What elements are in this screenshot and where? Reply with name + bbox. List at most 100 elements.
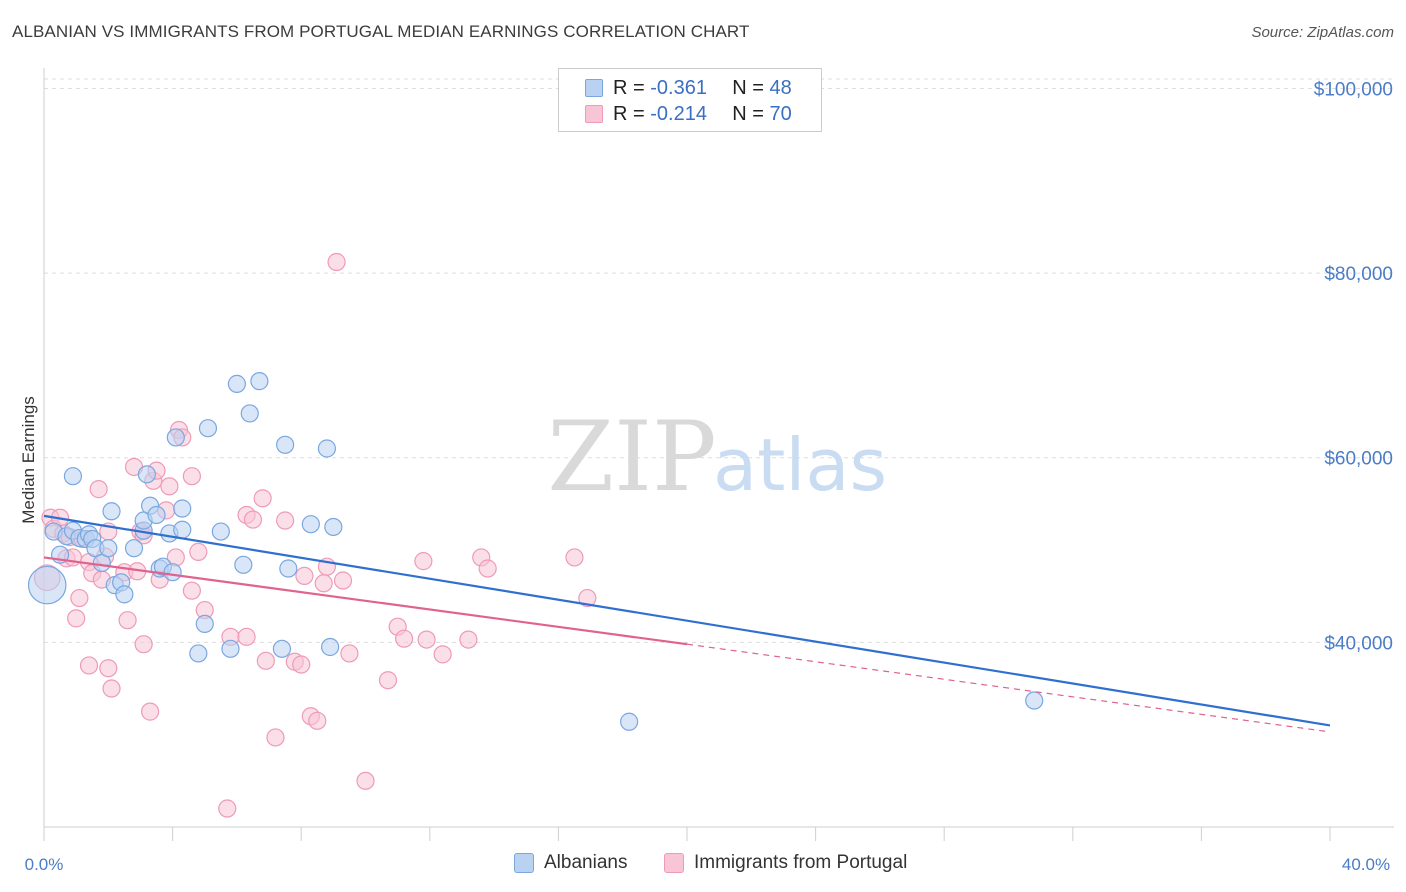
albanians-point bbox=[115, 585, 134, 604]
albanians-point bbox=[99, 539, 118, 558]
legend-n-label: N = bbox=[732, 76, 770, 99]
albanians-point bbox=[250, 372, 269, 391]
albanians-point bbox=[27, 565, 67, 605]
albanians-point bbox=[620, 712, 639, 731]
tick-labels: $40,000 $60,000 $80,000 $100,000 0.0% 40.0% bbox=[25, 79, 1393, 874]
y-axis-label: Median Earnings bbox=[19, 396, 38, 524]
y-tick-label: $80,000 bbox=[1324, 264, 1393, 285]
chart-title: ALBANIAN VS IMMIGRANTS FROM PORTUGAL MED… bbox=[12, 22, 750, 41]
portugal-point bbox=[102, 679, 121, 698]
portugal-point bbox=[276, 511, 295, 530]
portugal-point bbox=[266, 728, 285, 747]
portugal-trend-line bbox=[43, 556, 688, 646]
portugal-trend-extension bbox=[686, 643, 1331, 733]
legend-n-value-albanians: 48 bbox=[769, 76, 792, 99]
portugal-point bbox=[243, 510, 263, 529]
portugal-point bbox=[414, 552, 433, 571]
albanians-point bbox=[102, 502, 121, 521]
portugal-point bbox=[99, 659, 118, 678]
portugal-point bbox=[333, 571, 353, 590]
portugal-point bbox=[79, 656, 99, 675]
portugal-point bbox=[478, 559, 497, 578]
y-tick-label: $100,000 bbox=[1314, 79, 1393, 100]
legend-r-label: R = bbox=[613, 102, 651, 125]
portugal-point bbox=[89, 480, 108, 499]
portugal-point bbox=[70, 588, 89, 608]
portugal-point bbox=[327, 252, 346, 272]
albanians-point bbox=[276, 435, 295, 454]
portugal-point bbox=[433, 645, 452, 664]
albanians-point bbox=[173, 520, 192, 539]
portugal-point bbox=[356, 771, 375, 790]
portugal-point bbox=[394, 629, 414, 648]
portugal-point bbox=[417, 630, 436, 649]
trend-lines bbox=[43, 514, 1331, 733]
portugal-point bbox=[160, 477, 179, 496]
albanians-point bbox=[124, 539, 144, 558]
portugal-point bbox=[308, 711, 327, 730]
series-legend-albanians[interactable]: Albanians bbox=[514, 852, 627, 874]
albanians-point bbox=[195, 614, 214, 634]
portugal-point bbox=[67, 609, 86, 628]
portugal-label: Immigrants from Portugal bbox=[694, 852, 908, 873]
portugal-point bbox=[295, 566, 314, 585]
y-tick-label: $60,000 bbox=[1324, 449, 1393, 470]
albanians-point bbox=[324, 517, 343, 537]
albanians-point bbox=[240, 404, 259, 423]
legend-swatch-portugal bbox=[585, 105, 603, 123]
albanians-point bbox=[272, 639, 292, 658]
watermark-atlas: atlas bbox=[713, 423, 887, 507]
legend-swatch-albanians bbox=[585, 79, 603, 97]
albanians-point bbox=[63, 467, 83, 486]
albanians-point bbox=[189, 644, 208, 663]
axes bbox=[43, 68, 1394, 841]
legend-n-label: N = bbox=[732, 102, 770, 125]
portugal-point bbox=[340, 644, 359, 663]
portugal-point bbox=[578, 588, 597, 608]
y-tick-label: $40,000 bbox=[1324, 633, 1393, 654]
legend-row-albanians: R = -0.361 N = 48 bbox=[585, 76, 792, 100]
data-points bbox=[27, 252, 1044, 818]
x-tick-label-min: 0.0% bbox=[25, 855, 64, 874]
albanians-point bbox=[166, 428, 185, 447]
albanians-trend-line bbox=[43, 514, 1331, 727]
portugal-point bbox=[118, 611, 137, 630]
albanians-point bbox=[227, 374, 246, 393]
albanians-point bbox=[163, 563, 182, 582]
legend-row-portugal: R = -0.214 N = 70 bbox=[585, 102, 792, 126]
albanians-swatch bbox=[514, 853, 534, 873]
albanians-point bbox=[1025, 691, 1044, 710]
albanians-label: Albanians bbox=[544, 852, 628, 873]
portugal-point bbox=[140, 702, 160, 721]
source-label: Source: ZipAtlas.com bbox=[1251, 24, 1394, 41]
portugal-point bbox=[189, 542, 208, 561]
legend-n-value-portugal: 70 bbox=[769, 102, 792, 125]
portugal-point bbox=[134, 635, 153, 654]
legend-r-value-portugal: -0.214 bbox=[650, 102, 707, 125]
portugal-swatch bbox=[664, 853, 684, 873]
albanians-point bbox=[301, 515, 320, 534]
x-tick-label-max: 40.0% bbox=[1342, 855, 1390, 874]
albanians-point bbox=[173, 499, 192, 518]
albanians-point bbox=[221, 639, 240, 658]
portugal-point bbox=[378, 671, 398, 690]
albanians-point bbox=[137, 465, 156, 484]
correlation-legend: R = -0.361 N = 48 R = -0.214 N = 70 bbox=[558, 68, 822, 132]
portugal-point bbox=[182, 581, 201, 600]
albanians-point bbox=[211, 522, 230, 541]
portugal-point bbox=[253, 489, 272, 508]
albanians-point bbox=[147, 505, 166, 525]
portugal-point bbox=[256, 651, 275, 670]
portugal-point bbox=[314, 574, 333, 593]
albanians-point bbox=[198, 419, 218, 438]
legend-r-value-albanians: -0.361 bbox=[650, 76, 707, 99]
portugal-point bbox=[459, 630, 478, 649]
portugal-point bbox=[182, 467, 201, 486]
portugal-point bbox=[218, 799, 237, 818]
portugal-point bbox=[237, 627, 256, 646]
series-legend-portugal[interactable]: Immigrants from Portugal bbox=[664, 852, 907, 874]
series-legend: Albanians Immigrants from Portugal bbox=[0, 852, 1406, 876]
albanians-point bbox=[234, 555, 253, 574]
albanians-point bbox=[321, 637, 340, 657]
